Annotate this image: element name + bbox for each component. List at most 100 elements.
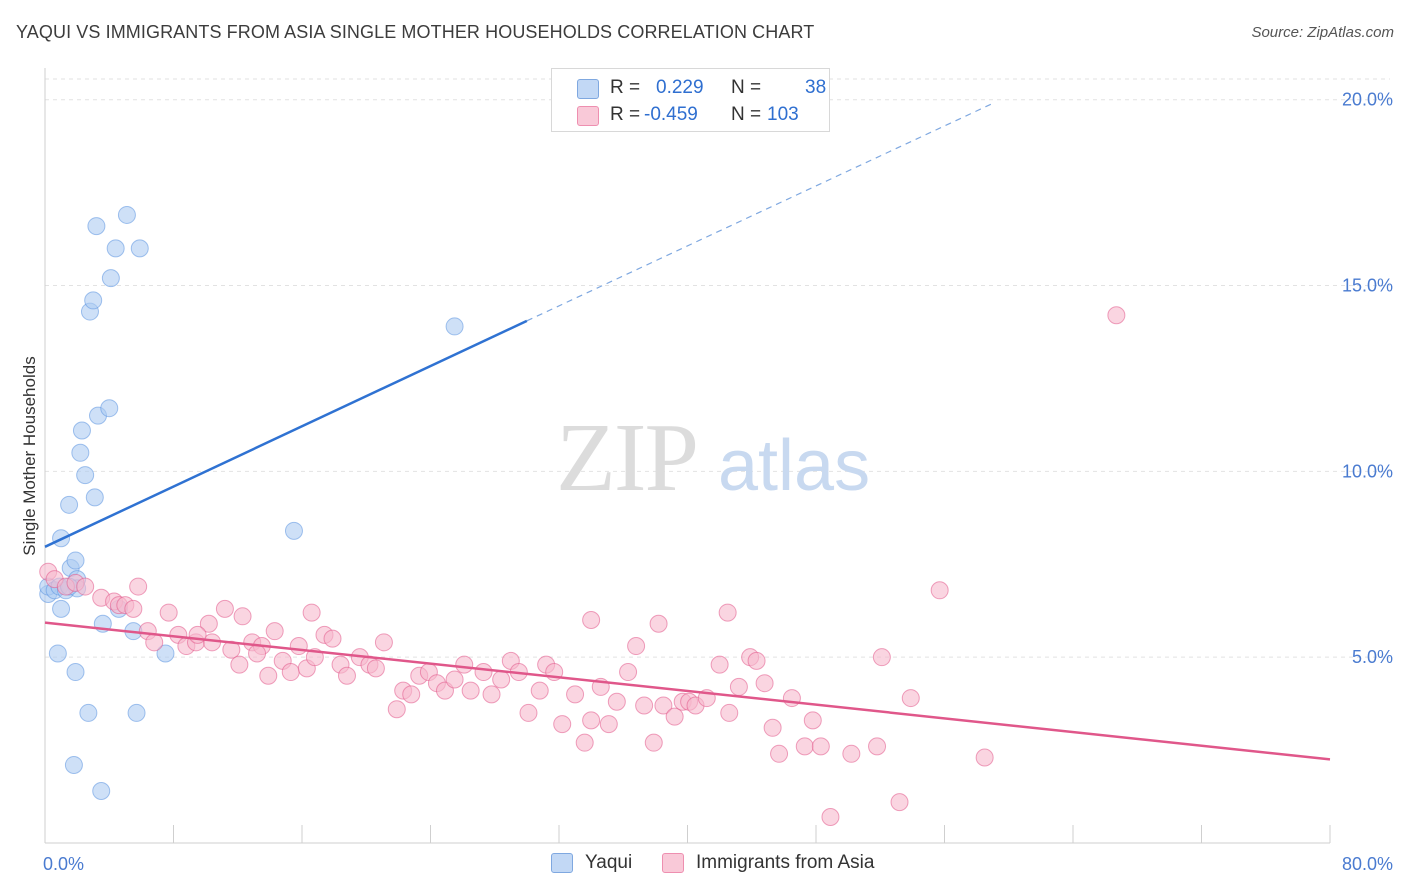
- point-asia: [782, 689, 801, 708]
- point-asia: [259, 666, 278, 685]
- legend-swatch-yaqui: [577, 79, 599, 99]
- watermark-atlas: atlas: [718, 426, 870, 506]
- point-asia: [374, 633, 393, 652]
- point-asia: [289, 637, 308, 656]
- point-yaqui: [64, 755, 83, 774]
- point-asia: [76, 577, 95, 596]
- point-asia: [124, 599, 143, 618]
- grid-lines: [45, 78, 1390, 658]
- point-yaqui: [92, 781, 111, 800]
- x-tick-label: 80.0%: [1342, 854, 1393, 874]
- bottom-swatch-asia: [662, 853, 684, 873]
- point-yaqui: [284, 521, 303, 540]
- point-asia: [890, 793, 909, 812]
- point-yaqui: [117, 205, 136, 224]
- legend-n-label: N =: [731, 104, 762, 125]
- point-asia: [159, 603, 178, 622]
- point-asia: [248, 644, 267, 663]
- point-asia: [482, 685, 501, 704]
- point-asia: [337, 666, 356, 685]
- point-asia: [665, 707, 684, 726]
- point-asia: [199, 614, 218, 633]
- point-asia: [323, 629, 342, 648]
- x-tick-label: 0.0%: [43, 854, 84, 874]
- point-asia: [718, 603, 737, 622]
- point-asia: [215, 599, 234, 618]
- point-asia: [644, 733, 663, 752]
- point-asia: [582, 611, 601, 630]
- point-asia: [575, 733, 594, 752]
- point-yaqui: [76, 466, 95, 485]
- point-asia: [901, 689, 920, 708]
- point-asia: [720, 703, 739, 722]
- point-asia: [455, 655, 474, 674]
- point-asia: [582, 711, 601, 730]
- point-asia: [763, 718, 782, 737]
- point-yaqui: [66, 663, 85, 682]
- legend-n-value: 38: [805, 77, 827, 98]
- legend-r-value: 0.229: [656, 77, 704, 98]
- point-asia: [821, 807, 840, 826]
- point-asia: [530, 681, 549, 700]
- point-asia: [474, 663, 493, 682]
- tick-labels: 5.0% 10.0% 15.0% 20.0% 0.0% 80.0%: [43, 90, 1393, 874]
- trend-line-yaqui: [44, 319, 528, 548]
- watermark: ZIP atlas: [556, 404, 870, 512]
- point-asia: [1107, 306, 1126, 325]
- bottom-legend-label: Immigrants from Asia: [696, 852, 875, 873]
- point-asia: [366, 659, 385, 678]
- point-asia: [975, 748, 994, 767]
- correlation-legend: R = 0.229 N = 38 R = -0.459 N = 103: [551, 68, 830, 132]
- point-asia: [803, 711, 822, 730]
- legend-n-value: 103: [767, 104, 799, 125]
- point-asia: [747, 651, 766, 670]
- point-yaqui: [85, 488, 104, 507]
- point-asia: [842, 744, 861, 763]
- trend-lines: [44, 102, 1331, 761]
- data-points: [39, 205, 1126, 826]
- point-yaqui: [71, 443, 90, 462]
- point-asia: [553, 715, 572, 734]
- legend-row-yaqui: R = 0.229 N = 38: [552, 75, 829, 101]
- point-asia: [795, 737, 814, 756]
- legend-r-value: -0.459: [644, 104, 698, 125]
- point-yaqui: [87, 217, 106, 236]
- point-asia: [519, 703, 538, 722]
- y-tick-label: 20.0%: [1342, 90, 1393, 110]
- point-yaqui: [130, 239, 149, 258]
- point-asia: [930, 581, 949, 600]
- point-yaqui: [127, 703, 146, 722]
- point-asia: [129, 577, 148, 596]
- point-yaqui: [48, 644, 67, 663]
- point-asia: [566, 685, 585, 704]
- bottom-swatch-yaqui: [551, 853, 573, 873]
- trend-line-asia: [44, 621, 1331, 761]
- y-axis-label: Single Mother Households: [20, 356, 39, 555]
- legend-r-label: R =: [610, 104, 641, 125]
- legend-n-label: N =: [731, 77, 762, 98]
- legend-r-label: R =: [610, 77, 641, 98]
- chart-source: Source: ZipAtlas.com: [1251, 24, 1394, 41]
- point-asia: [281, 663, 300, 682]
- trend-extension-yaqui: [526, 102, 993, 322]
- point-asia: [387, 700, 406, 719]
- point-asia: [872, 648, 891, 667]
- point-yaqui: [445, 317, 464, 336]
- point-asia: [755, 674, 774, 693]
- point-asia: [188, 625, 207, 644]
- point-asia: [710, 655, 729, 674]
- point-yaqui: [66, 551, 85, 570]
- point-yaqui: [84, 291, 103, 310]
- point-asia: [649, 614, 668, 633]
- point-asia: [627, 637, 646, 656]
- point-asia: [445, 670, 464, 689]
- bottom-legend-label: Yaqui: [585, 852, 633, 873]
- y-tick-label: 10.0%: [1342, 461, 1393, 481]
- point-asia: [607, 692, 626, 711]
- point-yaqui: [101, 269, 120, 288]
- legend-row-asia: R = -0.459 N = 103: [552, 102, 829, 128]
- point-asia: [461, 681, 480, 700]
- point-yaqui: [72, 421, 91, 440]
- legend-swatch-asia: [577, 106, 599, 126]
